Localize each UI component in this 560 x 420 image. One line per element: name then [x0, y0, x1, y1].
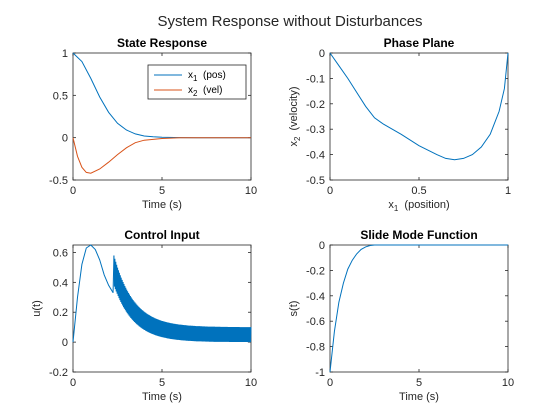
phase-plane-series-1-line [329, 52, 509, 161]
state-response-legend-box [147, 64, 247, 100]
state-response-legend: x1 (pos) x2 (vel) [147, 64, 247, 100]
phase-plane-xlabel: x1 (position) [388, 199, 449, 213]
phase-plane-ytick-label: -0.3 [306, 124, 325, 136]
state-response-ytick-label: -0.5 [49, 175, 68, 187]
slide-mode-ytick-label: -0.8 [306, 342, 325, 354]
slide-mode-xtick-label: 10 [502, 377, 514, 389]
state-response-xtick-label: 10 [245, 185, 257, 197]
slide-mode-ytick-label: -0.4 [306, 291, 325, 303]
phase-plane-ylabel: x2 (velocity) [288, 86, 302, 146]
control-input-series-1-line [72, 244, 114, 343]
control-input-xlabel: Time (s) [142, 391, 182, 403]
slide-mode-title: Slide Mode Function [360, 228, 477, 242]
phase-plane-ytick-label: -0.2 [306, 99, 325, 111]
control-input-xtick-label: 5 [159, 377, 165, 389]
control-input-ytick-label: -0.2 [49, 367, 68, 379]
control-input-xtick-label: 10 [245, 377, 257, 389]
phase-plane-xtick-label: 0 [327, 185, 333, 197]
figure-title: System Response without Disturbances [157, 13, 422, 30]
control-input-title: Control Input [124, 228, 199, 242]
slide-mode-axes: Slide Mode Function 0 5 10 -1 -0.8 -0.6 -0.4 -0.… [288, 228, 514, 403]
state-response-ytick-label: 0 [62, 133, 68, 145]
slide-mode-xlabel: Time (s) [399, 391, 439, 403]
control-input-ytick-label: 0.6 [53, 247, 68, 259]
slide-mode-plot-area [329, 244, 509, 373]
control-input-xtick-label: 0 [70, 377, 76, 389]
state-response-legend-label-1: x1 (pos) [188, 70, 226, 83]
slide-mode-ytick-label: -1 [315, 367, 325, 379]
control-input-ytick-label: 0.2 [53, 307, 68, 319]
phase-plane-ytick-label: -0.5 [306, 175, 325, 187]
state-response-xtick-label: 5 [159, 185, 165, 197]
control-input-chatter-connector [112, 255, 115, 293]
phase-plane-xtick-label: 0.5 [411, 185, 426, 197]
phase-plane-ytick-label: -0.1 [306, 73, 325, 85]
control-input-ytick-label: 0.4 [53, 277, 68, 289]
slide-mode-ytick-label: -0.6 [306, 316, 325, 328]
state-response-title: State Response [117, 36, 207, 50]
phase-plane-ytick-label: -0.4 [306, 150, 325, 162]
state-response-xlabel: Time (s) [142, 199, 182, 211]
control-input-ytick-label: 0 [62, 337, 68, 349]
phase-plane-ytick-label: 0 [319, 48, 325, 60]
phase-plane-axes: Phase Plane 0 0.5 1 -0.5 -0.4 -0.3 -0.2 -0.1 0 x1 … [288, 36, 511, 213]
slide-mode-ytick-label: 0 [319, 240, 325, 252]
state-response-ytick-label: 0.5 [53, 90, 68, 102]
state-response-ytick-label: 1 [62, 48, 68, 60]
control-input-chatter-band [113, 255, 252, 343]
state-response-series-2-line [72, 137, 251, 174]
slide-mode-ytick-label: -0.2 [306, 265, 325, 277]
slide-mode-xtick-label: 5 [416, 377, 422, 389]
phase-plane-xtick-label: 1 [505, 185, 511, 197]
phase-plane-title: Phase Plane [384, 36, 455, 50]
slide-mode-ylabel: s(t) [288, 301, 300, 317]
control-input-plot-area [72, 244, 252, 373]
control-input-ylabel: u(t) [31, 300, 43, 317]
slide-mode-series-1-line [329, 244, 508, 373]
state-response-legend-label-2: x2 (vel) [188, 85, 222, 98]
slide-mode-xtick-label: 0 [327, 377, 333, 389]
state-response-xtick-label: 0 [70, 185, 76, 197]
phase-plane-plot-area [329, 52, 509, 181]
